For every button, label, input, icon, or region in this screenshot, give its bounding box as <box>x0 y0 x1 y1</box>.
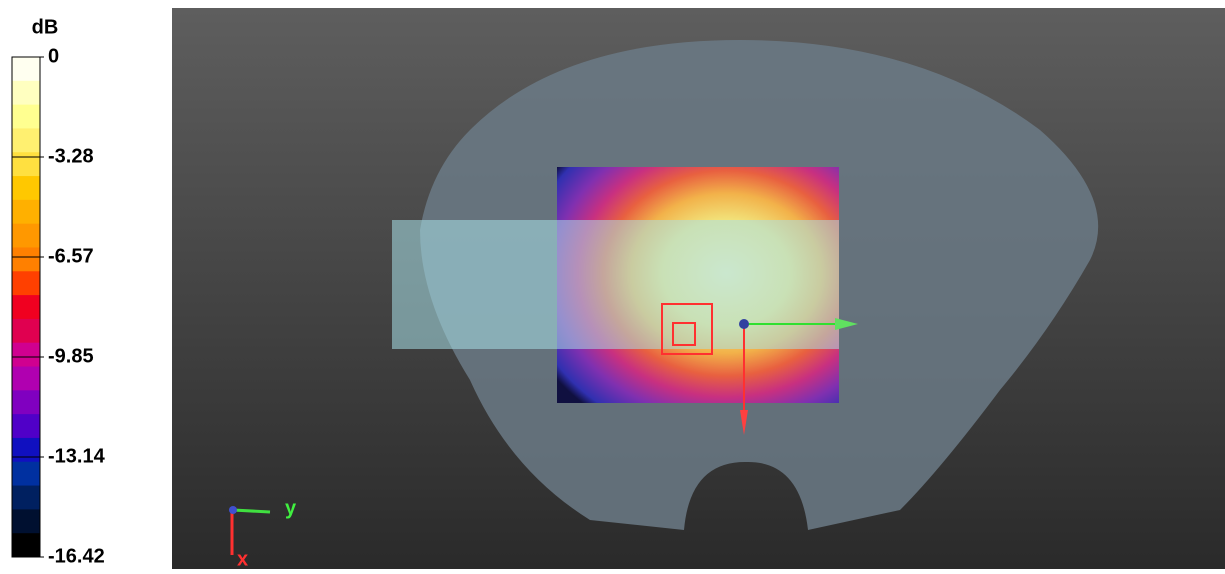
origin <box>739 319 749 329</box>
colorbar-band <box>12 533 40 558</box>
colorbar-band <box>12 80 40 106</box>
colorbar-band <box>12 152 40 177</box>
colorbar-band <box>12 271 40 296</box>
peak-cube <box>672 322 696 346</box>
colorbar-tick-label: 0 <box>48 45 59 67</box>
gizmo-x-label: x <box>237 548 248 569</box>
colorbar-tick-label: -13.14 <box>48 445 106 467</box>
colorbar-band <box>12 104 40 129</box>
colorbar-band <box>12 485 40 510</box>
colorbar-band <box>12 414 40 439</box>
zoom-cube <box>661 303 713 355</box>
x-arrow-head <box>740 410 748 435</box>
colorbar-band <box>12 128 40 153</box>
colorbar-band <box>12 247 40 272</box>
colorbar-band <box>12 199 40 225</box>
y-arrow-head <box>835 318 858 330</box>
colorbar-band <box>12 295 40 320</box>
gizmo-y-label: y <box>285 497 297 519</box>
colorbar-band <box>12 509 40 534</box>
gizmo-y <box>232 508 271 514</box>
colorbar-tick-label: -6.57 <box>48 245 94 267</box>
colorbar-band <box>12 223 40 248</box>
colorbar-band <box>12 390 40 415</box>
colorbar-unit: dB <box>32 16 59 38</box>
colorbar-tick-label: -9.85 <box>48 345 94 367</box>
colorbar-band <box>12 437 40 463</box>
colorbar-band <box>12 461 40 487</box>
colorbar-tick-label: -16.42 <box>48 545 105 567</box>
colorbar-band <box>12 57 40 82</box>
colorbar-band <box>12 342 40 368</box>
gizmo-z <box>229 506 237 514</box>
colorbar-band <box>12 176 40 201</box>
zoom-scan-region <box>392 220 839 349</box>
colorbar-band <box>12 318 40 344</box>
colorbar-tick-label: -3.28 <box>48 145 94 167</box>
colorbar: 0 -3.28 -6.57 -9.85 -13.14 -16.42 <box>11 45 106 567</box>
colorbar-band <box>12 366 40 391</box>
